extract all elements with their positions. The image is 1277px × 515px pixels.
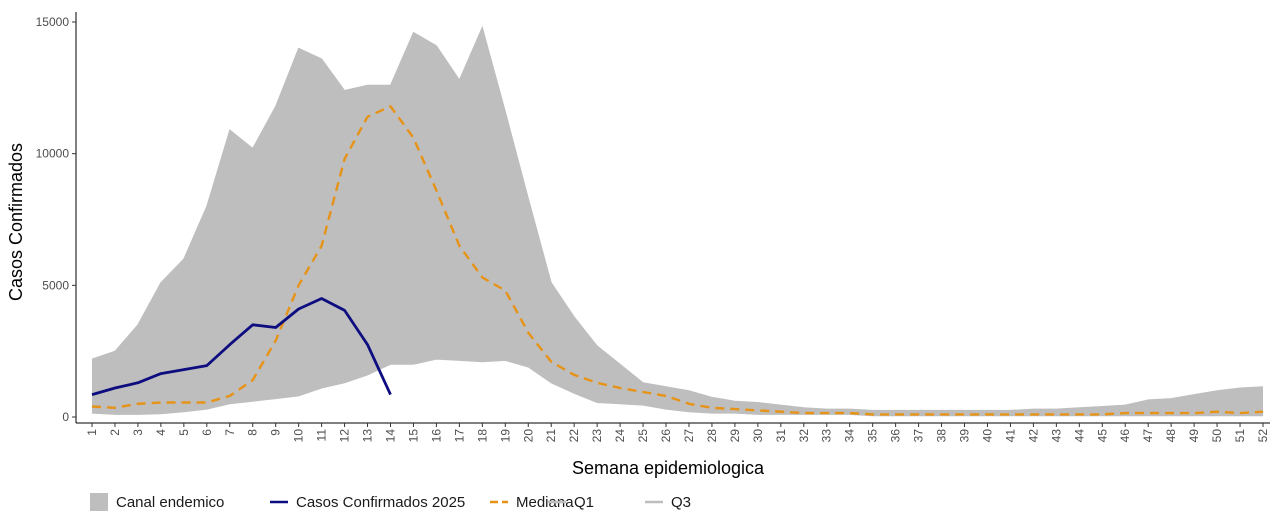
y-tick-label: 0 <box>62 410 69 424</box>
legend-label: Q1 <box>574 494 594 511</box>
x-tick-label: 6 <box>200 429 214 436</box>
x-tick-label: 34 <box>843 429 857 443</box>
x-tick-label: 22 <box>567 429 581 443</box>
x-tick-label: 44 <box>1072 429 1086 443</box>
x-tick-label: 25 <box>636 429 650 443</box>
x-tick-label: 46 <box>1118 429 1132 443</box>
x-tick-label: 49 <box>1187 429 1201 443</box>
y-axis-title: Casos Confirmados <box>6 143 26 301</box>
x-tick-label: 35 <box>866 429 880 443</box>
x-tick-label: 30 <box>751 429 765 443</box>
x-tick-label: 28 <box>705 429 719 443</box>
x-tick-label: 18 <box>475 429 489 443</box>
x-tick-label: 16 <box>429 429 443 443</box>
x-tick-label: 27 <box>682 429 696 443</box>
series-line-q3 <box>91 25 1264 411</box>
x-axis-title: Semana epidemiologica <box>572 458 765 478</box>
x-tick-label: 13 <box>361 429 375 443</box>
x-tick-label: 9 <box>269 429 283 436</box>
x-tick-label: 29 <box>728 429 742 443</box>
x-tick-label: 7 <box>223 429 237 436</box>
x-tick-label: 37 <box>912 429 926 443</box>
y-tick-label: 5000 <box>42 278 69 292</box>
series-line-casos-confirmados-2025 <box>91 297 392 396</box>
x-tick-label: 32 <box>797 429 811 443</box>
x-tick-label: 12 <box>338 429 352 443</box>
x-tick-label: 31 <box>774 429 788 443</box>
x-tick-label: 39 <box>958 429 972 443</box>
x-tick-label: 45 <box>1095 429 1109 443</box>
series-line-mediana <box>91 105 1264 416</box>
y-tick-label: 15000 <box>36 15 70 29</box>
series-lines-layer <box>91 25 1264 417</box>
series-line-q1 <box>91 358 1263 417</box>
x-tick-label: 8 <box>246 429 260 436</box>
legend-label: Q3 <box>671 494 691 511</box>
x-tick-label: 23 <box>590 429 604 443</box>
x-tick-label: 10 <box>292 429 306 443</box>
y-tick-label: 10000 <box>36 147 70 161</box>
x-tick-label: 2 <box>108 429 122 436</box>
endemic-band-layer <box>92 27 1263 416</box>
x-tick-label: 47 <box>1141 429 1155 443</box>
x-tick-label: 11 <box>315 429 329 442</box>
x-tick-label: 3 <box>131 429 145 436</box>
x-tick-label: 33 <box>820 429 834 443</box>
x-tick-label: 36 <box>889 429 903 443</box>
x-tick-label: 40 <box>981 429 995 443</box>
x-tick-label: 1 <box>85 429 99 436</box>
x-tick-label: 38 <box>935 429 949 443</box>
x-tick-label: 24 <box>613 429 627 443</box>
x-tick-label: 20 <box>521 429 535 443</box>
x-tick-label: 41 <box>1003 429 1017 443</box>
x-tick-label: 48 <box>1164 429 1178 443</box>
x-tick-label: 51 <box>1233 429 1247 443</box>
x-tick-label: 50 <box>1210 429 1224 443</box>
x-tick-label: 52 <box>1256 429 1270 443</box>
legend-label: Canal endemico <box>116 494 224 511</box>
x-tick-label: 15 <box>407 429 421 443</box>
legend-swatch-canal-endemico <box>90 493 108 511</box>
legend-label: Mediana <box>516 494 574 511</box>
x-tick-label: 43 <box>1049 429 1063 443</box>
legend-label: Casos Confirmados 2025 <box>296 494 465 511</box>
x-tick-label: 14 <box>384 429 398 443</box>
x-tick-label: 21 <box>544 429 558 443</box>
x-tick-label: 19 <box>498 429 512 443</box>
x-tick-label: 17 <box>452 429 466 443</box>
x-tick-label: 4 <box>154 429 168 436</box>
x-tick-label: 42 <box>1026 429 1040 443</box>
endemic-channel-area <box>92 27 1263 416</box>
x-tick-label: 5 <box>177 429 191 436</box>
x-tick-label: 26 <box>659 429 673 443</box>
legend: Canal endemico Casos Confirmados 2025 Medi… <box>90 493 691 511</box>
